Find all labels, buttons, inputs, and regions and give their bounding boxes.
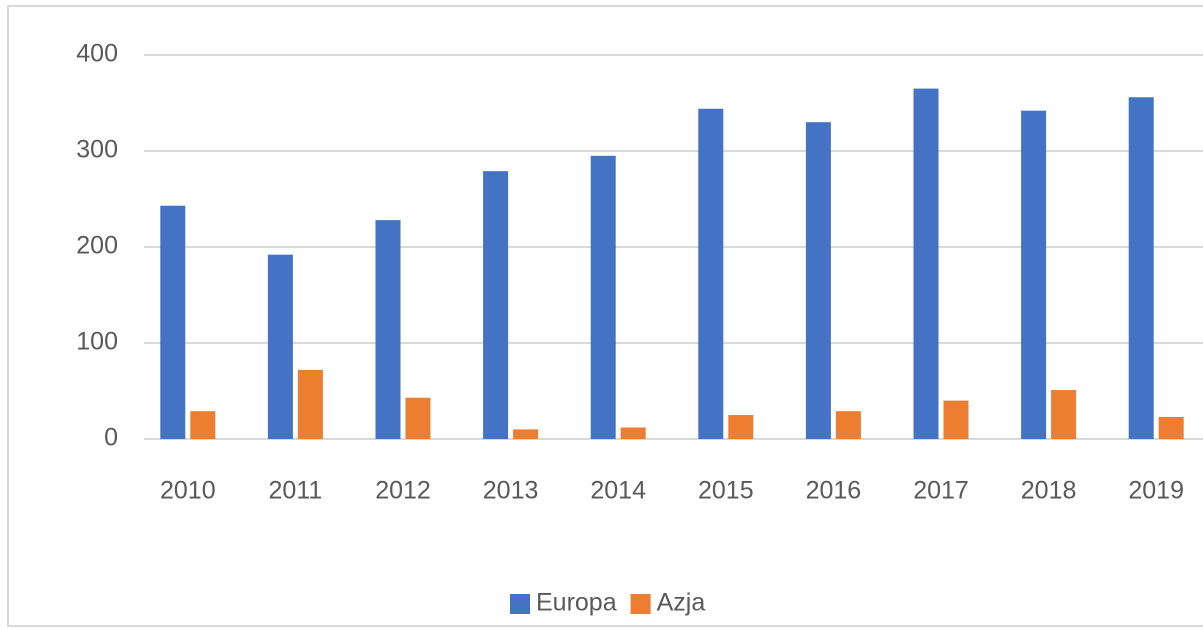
x-tick-label: 2014 bbox=[590, 477, 646, 505]
legend-swatch bbox=[630, 594, 651, 614]
y-tick-label: 300 bbox=[76, 136, 118, 164]
x-tick-label: 2015 bbox=[698, 477, 754, 505]
bar bbox=[483, 171, 509, 439]
bar bbox=[405, 397, 431, 439]
bar bbox=[375, 220, 401, 439]
bar bbox=[698, 108, 724, 439]
bar bbox=[160, 205, 186, 439]
legend-label: Azja bbox=[657, 589, 706, 617]
bar bbox=[513, 429, 539, 439]
bar bbox=[913, 88, 939, 439]
y-tick-label: 200 bbox=[76, 232, 118, 260]
bar bbox=[590, 155, 616, 440]
y-tick-label: 0 bbox=[104, 424, 118, 452]
bar bbox=[728, 415, 754, 439]
y-tick-label: 400 bbox=[76, 40, 118, 68]
bar bbox=[1158, 416, 1184, 439]
x-tick-label: 2012 bbox=[375, 477, 431, 505]
x-tick-label: 2013 bbox=[483, 477, 539, 505]
x-tick-label: 2019 bbox=[1128, 477, 1184, 505]
bar bbox=[1021, 110, 1047, 440]
x-tick-label: 2011 bbox=[269, 477, 323, 505]
chart-frame bbox=[7, 5, 1203, 627]
bar bbox=[805, 122, 831, 439]
bar bbox=[943, 400, 969, 439]
y-tick-label: 100 bbox=[76, 328, 118, 356]
x-tick-label: 2017 bbox=[913, 477, 969, 505]
bar bbox=[620, 427, 646, 439]
bar bbox=[1128, 97, 1154, 440]
bar bbox=[1051, 390, 1077, 439]
bar bbox=[267, 254, 293, 439]
x-tick-label: 2018 bbox=[1021, 477, 1077, 505]
x-tick-label: 2010 bbox=[160, 477, 216, 505]
legend-swatch bbox=[510, 594, 530, 614]
bar bbox=[297, 369, 323, 439]
bar bbox=[190, 411, 216, 439]
bar bbox=[835, 411, 861, 439]
legend-label: Europa bbox=[536, 589, 617, 617]
x-tick-label: 2016 bbox=[806, 477, 862, 505]
